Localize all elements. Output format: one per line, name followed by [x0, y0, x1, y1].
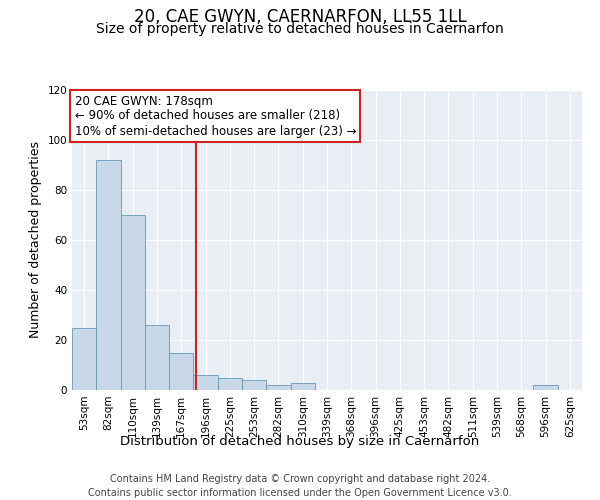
Bar — [533, 385, 558, 390]
Text: Size of property relative to detached houses in Caernarfon: Size of property relative to detached ho… — [96, 22, 504, 36]
Bar — [266, 385, 290, 390]
Bar — [218, 378, 242, 390]
Text: Contains HM Land Registry data © Crown copyright and database right 2024.
Contai: Contains HM Land Registry data © Crown c… — [88, 474, 512, 498]
Bar — [72, 328, 96, 390]
Bar — [290, 382, 315, 390]
Bar — [145, 325, 169, 390]
Text: 20 CAE GWYN: 178sqm
← 90% of detached houses are smaller (218)
10% of semi-detac: 20 CAE GWYN: 178sqm ← 90% of detached ho… — [74, 94, 356, 138]
Bar — [169, 352, 193, 390]
Bar — [121, 215, 145, 390]
Text: 20, CAE GWYN, CAERNARFON, LL55 1LL: 20, CAE GWYN, CAERNARFON, LL55 1LL — [134, 8, 466, 26]
Text: Distribution of detached houses by size in Caernarfon: Distribution of detached houses by size … — [121, 435, 479, 448]
Bar — [193, 375, 218, 390]
Bar — [242, 380, 266, 390]
Y-axis label: Number of detached properties: Number of detached properties — [29, 142, 42, 338]
Bar — [96, 160, 121, 390]
